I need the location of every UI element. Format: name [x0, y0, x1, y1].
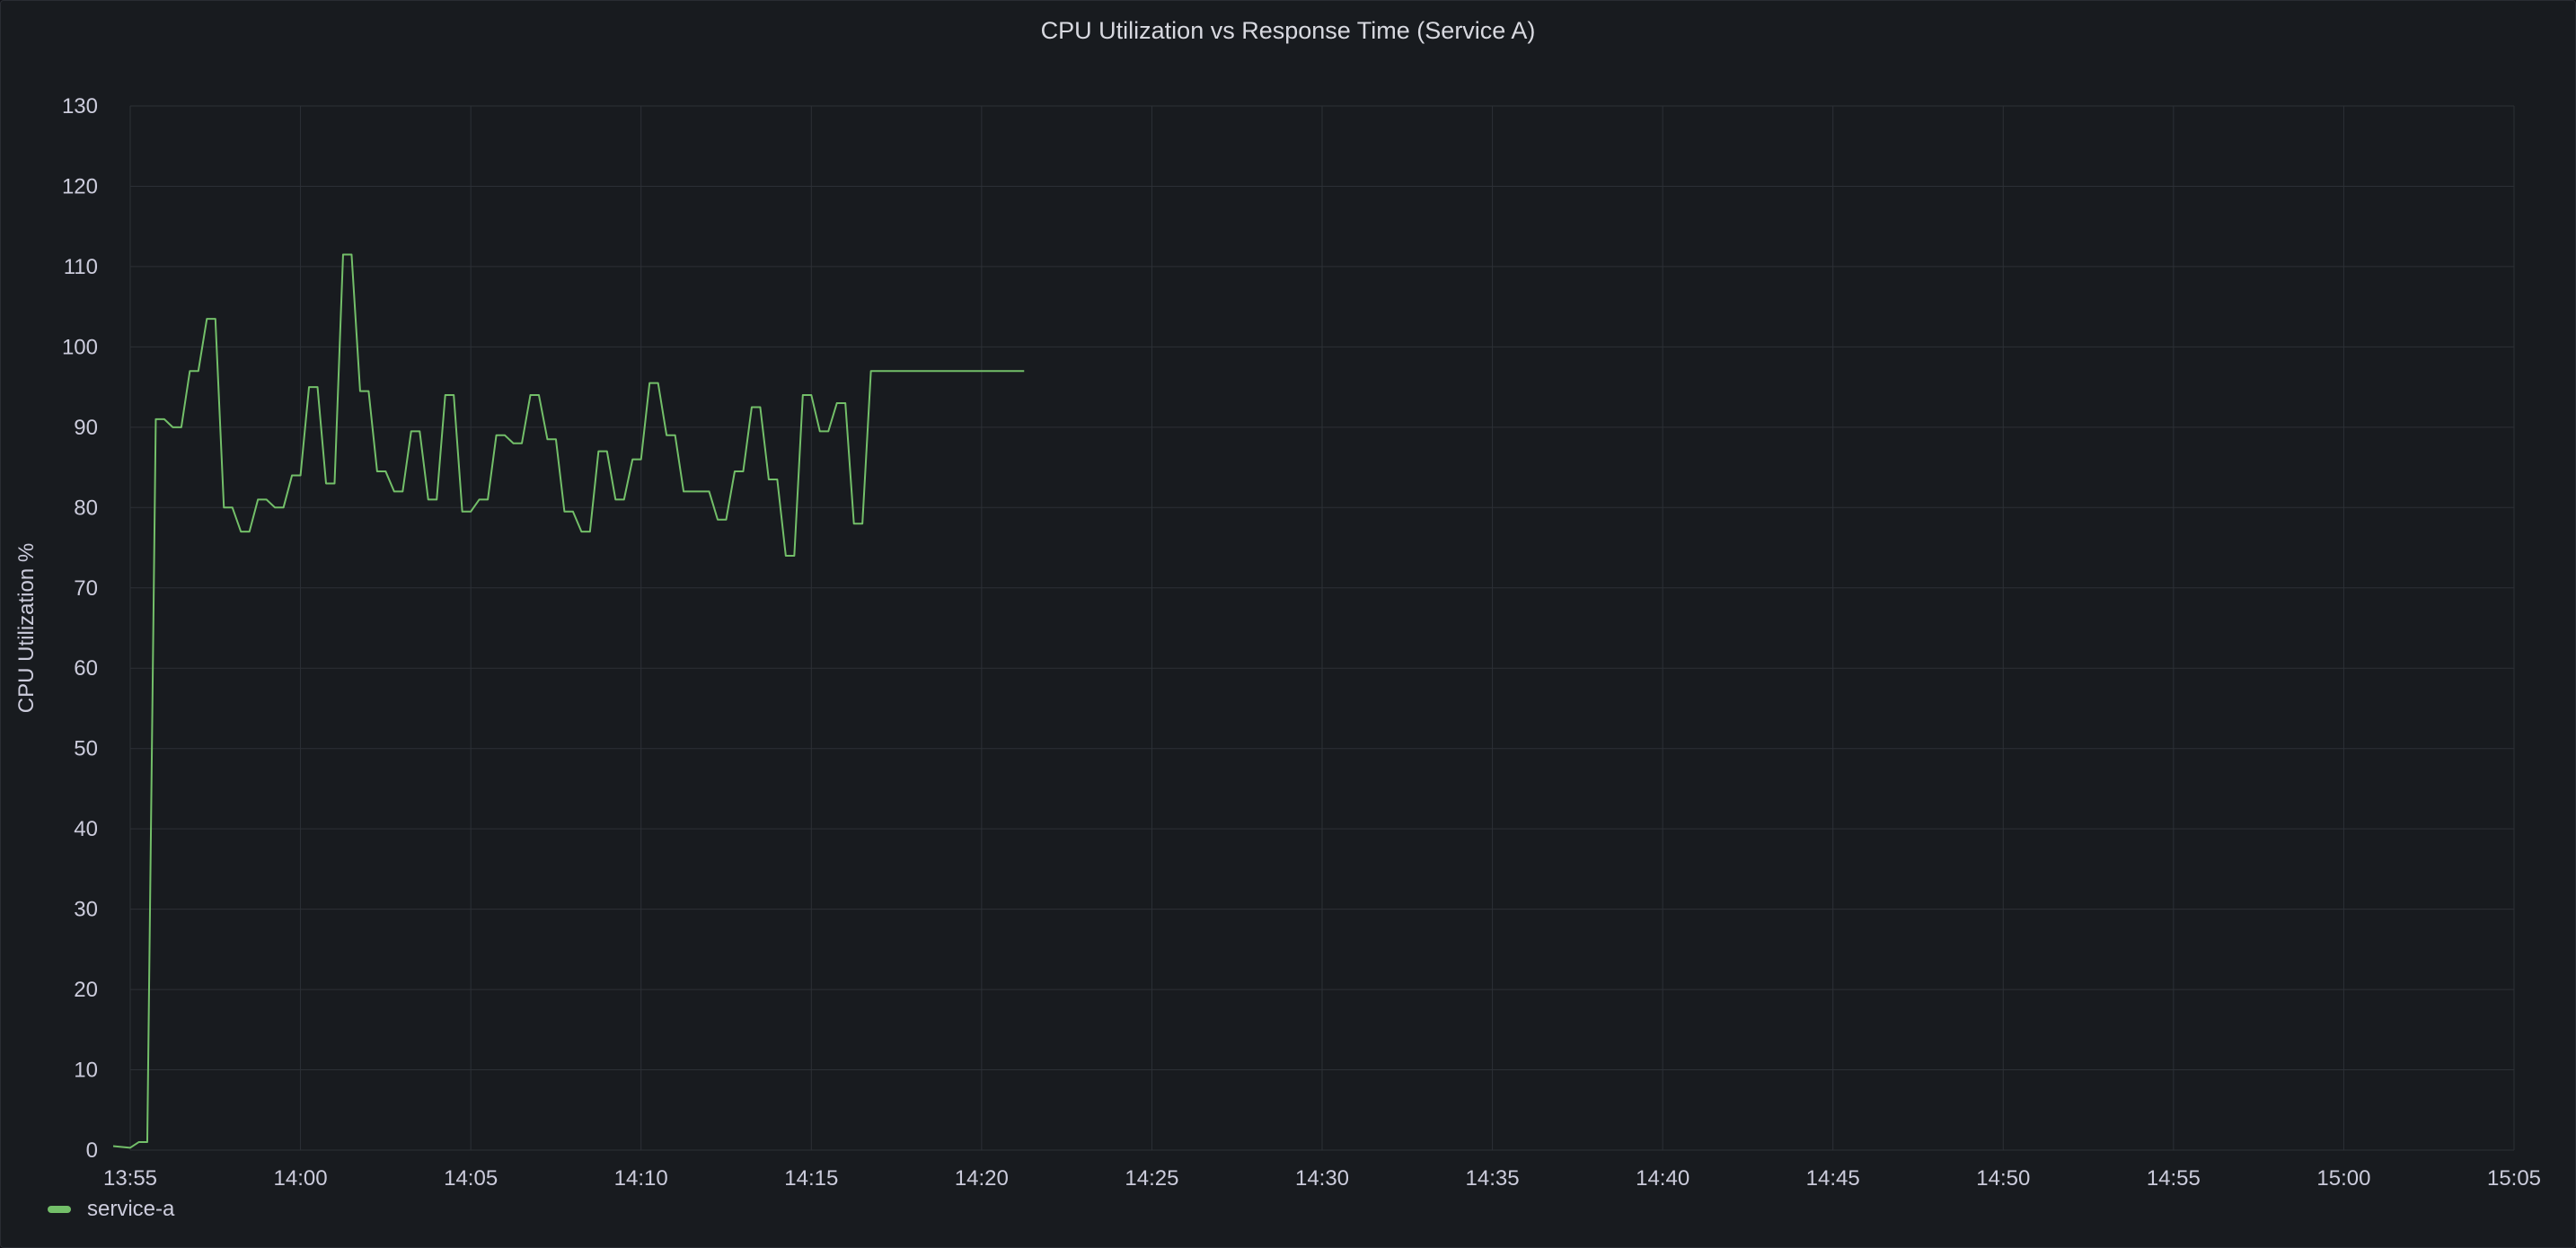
- y-tick-label: 110: [64, 255, 98, 279]
- x-tick-label: 14:15: [784, 1166, 838, 1191]
- y-tick-label: 20: [74, 978, 98, 1002]
- series-layer: [112, 253, 1025, 1149]
- x-tick-label: 14:00: [274, 1166, 328, 1191]
- y-tick-label: 30: [74, 898, 98, 922]
- x-tick-label: 15:00: [2316, 1166, 2370, 1191]
- y-tick-label: 60: [74, 656, 98, 681]
- y-axis-label: CPU Utilization %: [14, 543, 39, 713]
- y-tick-label: 40: [74, 817, 98, 841]
- x-tick-label: 14:20: [955, 1166, 1009, 1191]
- x-tick-label: 14:25: [1125, 1166, 1178, 1191]
- x-tick-label: 14:40: [1636, 1166, 1689, 1191]
- x-tick-label: 14:55: [2147, 1166, 2201, 1191]
- legend-swatch: [48, 1206, 71, 1213]
- y-axis-ticks: 0 10 20 30 40 50 60 70 80 90 100 110 120 130: [62, 94, 98, 1163]
- y-tick-label: 130: [62, 94, 98, 119]
- legend-label: service-a: [87, 1197, 175, 1221]
- x-tick-label: 14:10: [614, 1166, 668, 1191]
- y-tick-label: 80: [74, 496, 98, 520]
- grid: [129, 105, 2515, 1151]
- series-line-service-a: [112, 253, 1025, 1149]
- y-tick-label: 0: [86, 1138, 98, 1163]
- x-axis-ticks: 13:55 14:00 14:05 14:10 14:15 14:20 14:25 14:30…: [103, 1166, 2541, 1191]
- x-tick-label: 14:30: [1295, 1166, 1349, 1191]
- panel-title: CPU Utilization vs Response Time (Servic…: [1040, 17, 1536, 44]
- x-tick-label: 13:55: [103, 1166, 157, 1191]
- y-tick-label: 10: [74, 1059, 98, 1083]
- x-tick-label: 15:05: [2487, 1166, 2541, 1191]
- x-tick-label: 14:05: [444, 1166, 498, 1191]
- x-tick-label: 14:50: [1976, 1166, 2030, 1191]
- y-tick-label: 50: [74, 737, 98, 761]
- y-tick-label: 120: [62, 174, 98, 198]
- x-tick-label: 14:45: [1806, 1166, 1860, 1191]
- y-tick-label: 100: [62, 335, 98, 359]
- y-tick-label: 70: [74, 576, 98, 601]
- legend-item-service-a[interactable]: service-a: [48, 1197, 174, 1222]
- y-tick-label: 90: [74, 416, 98, 440]
- x-tick-label: 14:35: [1466, 1166, 1520, 1191]
